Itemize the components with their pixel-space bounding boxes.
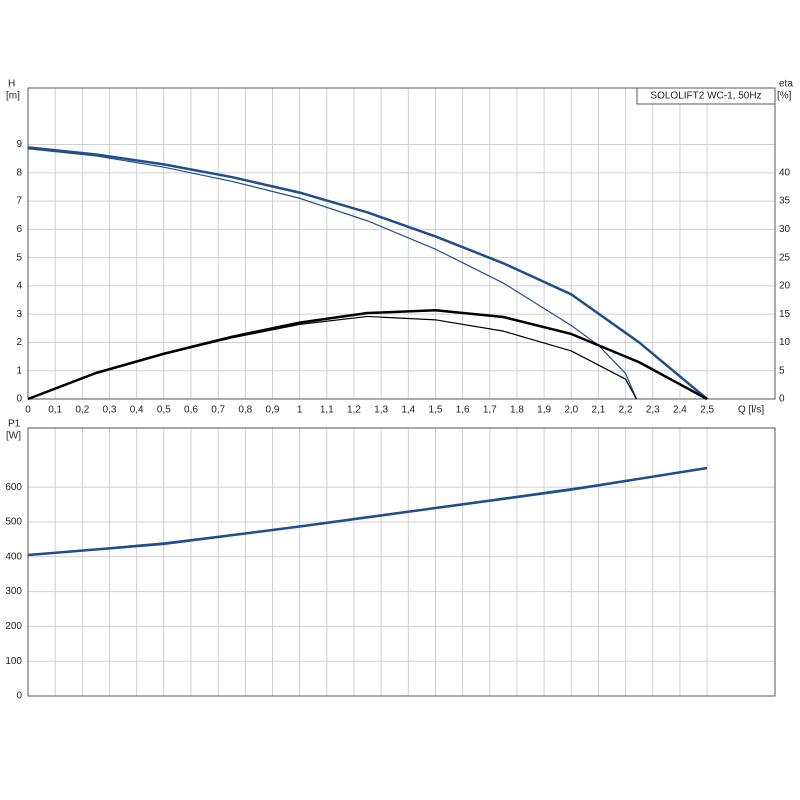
x-tick-label: 2,5 <box>700 405 714 416</box>
x-tick-label: 1,6 <box>456 405 470 416</box>
x-tick-label: 1,2 <box>347 405 361 416</box>
y2-tick-label: 20 <box>779 281 791 292</box>
x-tick-label: 1 <box>297 405 303 416</box>
x-tick-label: 0,9 <box>266 405 280 416</box>
x-tick-label: 1,5 <box>429 405 443 416</box>
annotation-box <box>636 87 776 105</box>
plot-frame <box>27 87 776 400</box>
y2-tick-label: 5 <box>779 365 785 376</box>
y-axis-unit: [m] <box>6 91 20 102</box>
y-tick-label: 600 <box>5 482 22 493</box>
y-tick-label: 9 <box>16 139 22 150</box>
y2-tick-label: 15 <box>779 309 791 320</box>
y-tick-label: 4 <box>16 281 22 292</box>
y2-tick-label: 10 <box>779 337 791 348</box>
y2-tick-label: 35 <box>779 196 791 207</box>
x-tick-label: 0,3 <box>103 405 117 416</box>
x-tick-label: 0 <box>25 405 31 416</box>
curve <box>27 148 638 400</box>
curve <box>27 308 708 401</box>
x-tick-label: 0,8 <box>238 405 252 416</box>
y2-tick-label: 0 <box>779 394 785 405</box>
plot-frame <box>27 427 776 697</box>
x-tick-label: 1,1 <box>320 405 334 416</box>
x-tick-label: 1,8 <box>510 405 524 416</box>
x-tick-label: 1,7 <box>483 405 497 416</box>
y-tick-label: 0 <box>16 394 22 405</box>
x-tick-label: 0,7 <box>211 405 225 416</box>
x-tick-label: 0,2 <box>75 405 89 416</box>
y2-tick-label: 30 <box>779 224 791 235</box>
x-tick-label: 2,0 <box>564 405 578 416</box>
curve <box>27 315 637 400</box>
x-tick-label: 2,2 <box>619 405 633 416</box>
y-tick-label: 1 <box>16 365 22 376</box>
y-tick-label: 300 <box>5 586 22 597</box>
x-axis-label: Q [l/s] <box>738 405 764 416</box>
y2-axis-label: eta <box>779 79 793 90</box>
x-tick-label: 0,4 <box>130 405 144 416</box>
y2-tick-label: 25 <box>779 252 791 263</box>
x-tick-label: 2,4 <box>673 405 687 416</box>
y-tick-label: 0 <box>16 691 22 702</box>
y-tick-label: 500 <box>5 517 22 528</box>
y-axis-label: H <box>8 79 15 90</box>
annotation: SOLOLIFT2 WC-1, 50Hz <box>650 91 761 102</box>
y-tick-label: 100 <box>5 656 22 667</box>
y-tick-label: 8 <box>16 167 22 178</box>
y2-axis-unit: [%] <box>777 91 792 102</box>
curve <box>27 466 708 557</box>
x-tick-label: 1,3 <box>374 405 388 416</box>
curve <box>27 478 637 556</box>
x-tick-label: 0,6 <box>184 405 198 416</box>
y-axis-label: P1 <box>8 419 21 430</box>
y-tick-label: 3 <box>16 309 22 320</box>
curve <box>27 146 708 400</box>
x-tick-label: 1,9 <box>537 405 551 416</box>
y-tick-label: 7 <box>16 196 22 207</box>
x-tick-label: 0,5 <box>157 405 171 416</box>
x-tick-label: 0,1 <box>48 405 62 416</box>
y2-tick-label: 40 <box>779 167 791 178</box>
x-tick-label: 1,4 <box>401 405 415 416</box>
x-tick-label: 2,1 <box>591 405 605 416</box>
y-tick-label: 200 <box>5 621 22 632</box>
y-tick-label: 5 <box>16 252 22 263</box>
y-tick-label: 6 <box>16 224 22 235</box>
y-tick-label: 2 <box>16 337 22 348</box>
y-axis-unit: [W] <box>6 431 21 442</box>
x-tick-label: 2,3 <box>646 405 660 416</box>
y-tick-label: 400 <box>5 551 22 562</box>
